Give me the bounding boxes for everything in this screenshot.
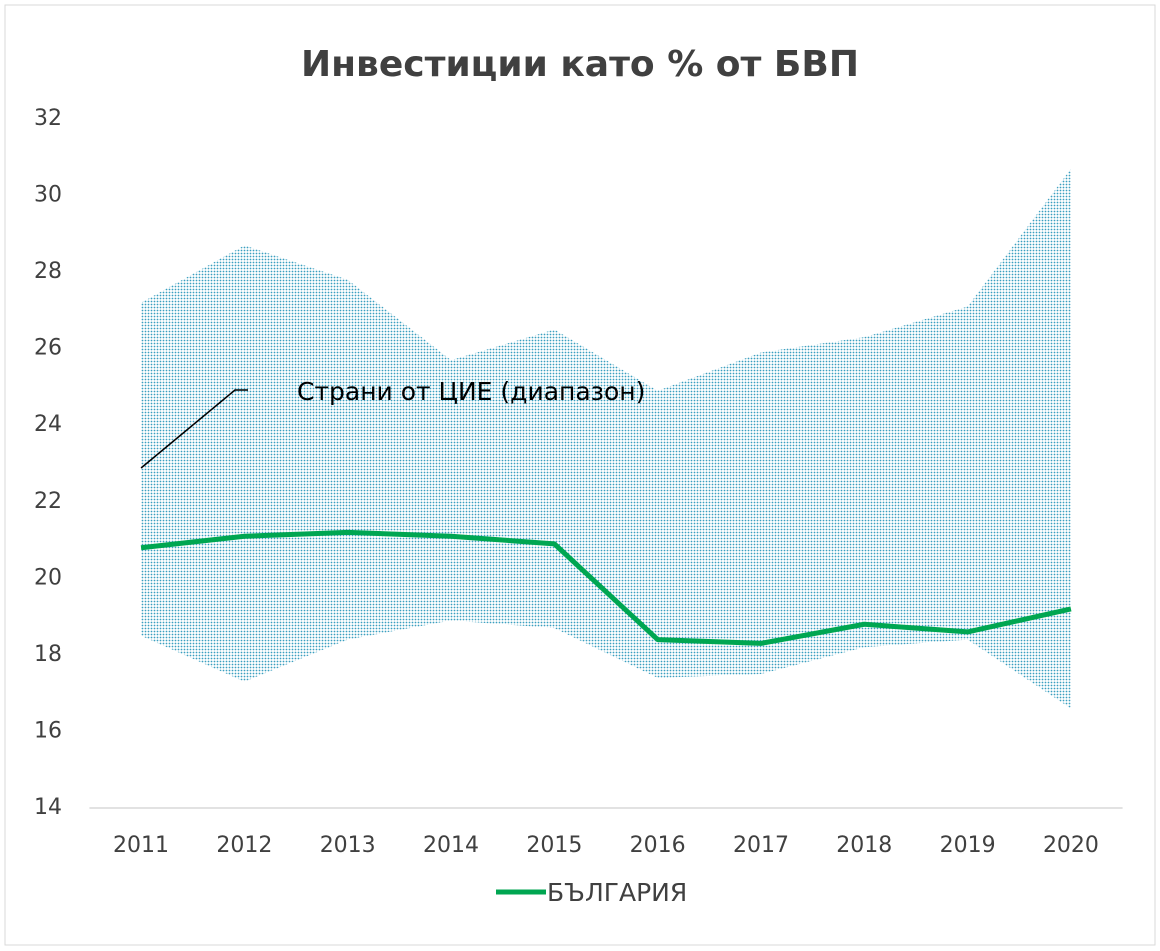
y-tick-label: 18 [34, 642, 62, 667]
series-line [140, 529, 1072, 646]
range-area [141, 168, 1071, 709]
y-tick-label: 26 [34, 336, 62, 361]
y-tick-label: 30 [34, 183, 62, 208]
y-tick-label: 20 [34, 565, 62, 590]
y-tick-label: 14 [34, 795, 62, 820]
y-tick-label: 32 [34, 106, 62, 131]
y-tick-label: 22 [34, 489, 62, 514]
y-tick-label: 16 [34, 718, 62, 743]
callout-leader [140, 389, 248, 469]
y-tick-label: 28 [34, 259, 62, 284]
x-tick-label: 2020 [1043, 833, 1099, 858]
x-tick-label: 2016 [630, 833, 686, 858]
legend-label: БЪЛГАРИЯ [547, 878, 687, 907]
x-tick-label: 2011 [113, 833, 169, 858]
x-tick-label: 2019 [940, 833, 996, 858]
band-label: Страни от ЦИЕ (диапазон) [297, 377, 645, 406]
x-tick-label: 2017 [733, 833, 789, 858]
x-tick-label: 2018 [836, 833, 892, 858]
chart-title: Инвестиции като % от БВП [301, 44, 859, 85]
y-tick-label: 24 [34, 412, 62, 437]
x-tick-label: 2013 [320, 833, 376, 858]
x-tick-label: 2014 [423, 833, 479, 858]
x-tick-label: 2012 [216, 833, 272, 858]
x-tick-label: 2015 [526, 833, 582, 858]
